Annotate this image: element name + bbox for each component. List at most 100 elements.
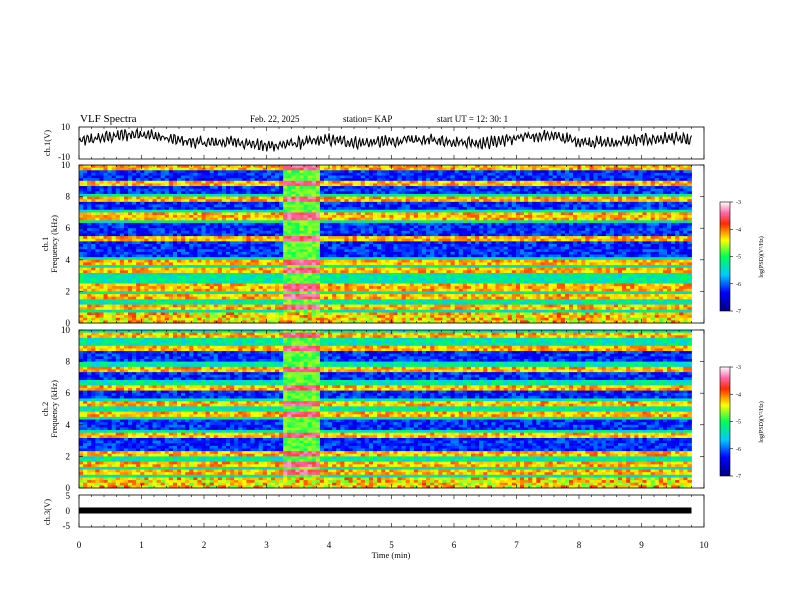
spectrogram-cell <box>291 225 296 229</box>
spectrogram-cell <box>483 220 488 224</box>
spectrogram-cell <box>266 215 272 219</box>
spectrogram-cell <box>491 165 496 169</box>
spectrogram-cell <box>405 170 411 174</box>
spectrogram-cell <box>356 246 362 250</box>
spectrogram-cell <box>181 209 186 213</box>
spectrogram-cell <box>336 201 341 205</box>
spectrogram-cell <box>221 180 227 184</box>
spectrogram-cell <box>181 167 186 171</box>
spectrogram-cell <box>434 212 439 216</box>
spectrogram-cell <box>123 230 129 234</box>
spectrogram-cell <box>95 201 100 205</box>
spectrogram-cell <box>160 241 166 245</box>
spectrogram-cell <box>262 193 268 197</box>
spectrogram-cell <box>111 193 117 197</box>
spectrogram-cell <box>115 215 121 219</box>
spectrogram-cell <box>168 165 174 169</box>
spectrogram-cell <box>299 188 304 192</box>
spectrogram-cell <box>622 178 627 182</box>
spectrogram-cell <box>446 193 451 197</box>
spectrogram-cell <box>687 167 692 171</box>
spectrogram-cell <box>332 215 337 219</box>
spectrogram-cell <box>328 167 333 171</box>
spectrogram-cell <box>511 167 517 171</box>
spectrogram-cell <box>483 246 488 250</box>
spectrogram-cell <box>181 186 186 190</box>
spectrogram-cell <box>287 220 292 224</box>
ch1-waveform-frame <box>78 126 705 160</box>
spectrogram-cell <box>275 233 280 237</box>
spectrogram-cell <box>360 204 366 208</box>
spectrogram-cell <box>601 207 607 211</box>
spectrogram-cell <box>328 191 333 195</box>
spectrogram-cell <box>307 241 313 245</box>
spectrogram-cell <box>234 196 239 200</box>
spectrogram-cell <box>242 233 247 237</box>
spectrogram-cell <box>79 244 84 248</box>
spectrogram-cell <box>107 199 113 203</box>
spectrogram-cell <box>487 193 492 197</box>
spectrogram-cell <box>613 244 619 248</box>
spectrogram-cell <box>589 233 594 237</box>
spectrogram-cell <box>499 201 505 205</box>
spectrogram-cell <box>83 204 88 208</box>
spectrogram-cell <box>275 170 280 174</box>
spectrogram-cell <box>144 191 149 195</box>
spectrogram-cell <box>626 201 631 205</box>
spectrogram-cell <box>340 244 345 248</box>
spectrogram-cell <box>593 167 598 171</box>
spectrogram-cell <box>671 165 676 169</box>
spectrogram-cell <box>352 249 358 253</box>
spectrogram-cell <box>532 225 537 229</box>
spectrogram-cell <box>348 170 353 174</box>
spectrogram-cell <box>340 201 345 205</box>
spectrogram-cell <box>250 212 255 216</box>
spectrogram-cell <box>99 180 104 184</box>
spectrogram-cell <box>430 246 435 250</box>
spectrogram-cell <box>119 228 125 232</box>
spectrogram-cell <box>626 230 631 234</box>
spectrogram-cell <box>168 186 174 190</box>
spectrogram-cell <box>397 212 402 216</box>
spectrogram-cell <box>389 183 394 187</box>
spectrogram-cell <box>687 225 692 229</box>
spectrogram-cell <box>671 217 676 221</box>
spectrogram-cell <box>168 207 174 211</box>
spectrogram-cell <box>275 191 280 195</box>
spectrogram-cell <box>172 170 178 174</box>
spectrogram-cell <box>540 236 545 240</box>
spectrogram-cell <box>209 238 215 242</box>
spectrogram-cell <box>148 167 153 171</box>
spectrogram-cell <box>164 207 170 211</box>
spectrogram-cell <box>303 193 309 197</box>
spectrogram-cell <box>201 196 206 200</box>
spectrogram-cell <box>336 191 341 195</box>
spectrogram-cell <box>87 186 92 190</box>
spectrogram-cell <box>99 209 104 213</box>
spectrogram-cell <box>348 183 353 187</box>
spectrogram-cell <box>548 244 554 248</box>
spectrogram-cell <box>226 238 231 242</box>
spectrogram-cell <box>87 207 92 211</box>
spectrogram-cell <box>128 183 133 187</box>
spectrogram-cell <box>597 233 603 237</box>
spectrogram-cell <box>609 220 615 224</box>
spectrogram-cell <box>520 236 525 240</box>
spectrogram-cell <box>311 183 317 187</box>
spectrogram-cell <box>262 191 268 195</box>
spectrogram-cell <box>193 215 198 219</box>
spectrogram-cell <box>573 244 578 248</box>
spectrogram-cell <box>454 220 460 224</box>
spectrogram-cell <box>646 165 652 169</box>
spectrogram-cell <box>540 165 545 169</box>
spectrogram-cell <box>671 201 676 205</box>
spectrogram-cell <box>148 217 153 221</box>
spectrogram-cell <box>319 241 325 245</box>
spectrogram-cell <box>638 212 643 216</box>
spectrogram-cell <box>209 222 215 226</box>
spectrogram-cell <box>642 220 647 224</box>
spectrogram-cell <box>132 228 137 232</box>
spectrogram-cell <box>152 246 157 250</box>
spectrogram-cell <box>230 230 235 234</box>
spectrogram-cell <box>593 228 598 232</box>
